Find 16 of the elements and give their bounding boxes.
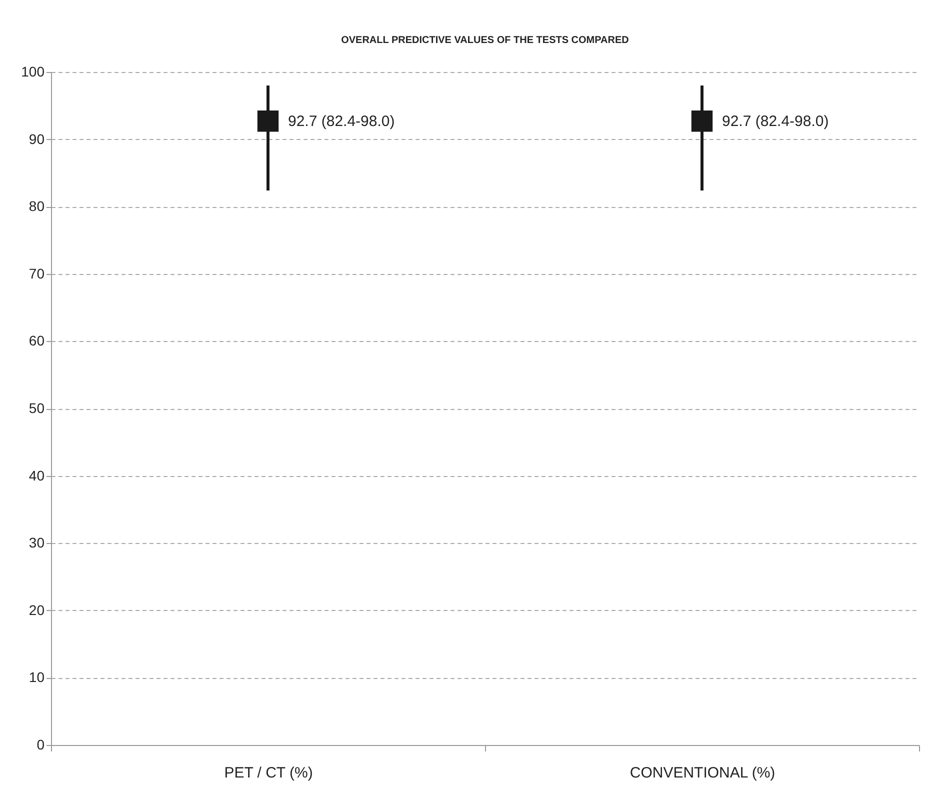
y-tick-label: 10: [28, 669, 45, 686]
data-label: 92.7 (82.4-98.0): [288, 113, 395, 130]
y-tick-label: 90: [28, 130, 45, 147]
y-tick-label: 70: [28, 265, 45, 282]
y-tick-label: 30: [28, 534, 45, 551]
data-label: 92.7 (82.4-98.0): [722, 113, 829, 130]
y-tick-label: 0: [36, 736, 45, 752]
y-tick-label: 60: [28, 332, 45, 349]
y-tick-label: 80: [28, 198, 45, 214]
y-tick-label: 40: [28, 467, 45, 484]
x-tick-label: PET / CT (%): [224, 764, 313, 782]
y-tick-label: 100: [21, 64, 45, 80]
x-tick-label: CONVENTIONAL (%): [630, 764, 776, 782]
y-tick-label: 50: [28, 400, 45, 416]
chart-title: OVERALL PREDICTIVE VALUES OF THE TESTS COMPARED: [341, 35, 629, 46]
y-tick-label: 20: [28, 602, 45, 618]
